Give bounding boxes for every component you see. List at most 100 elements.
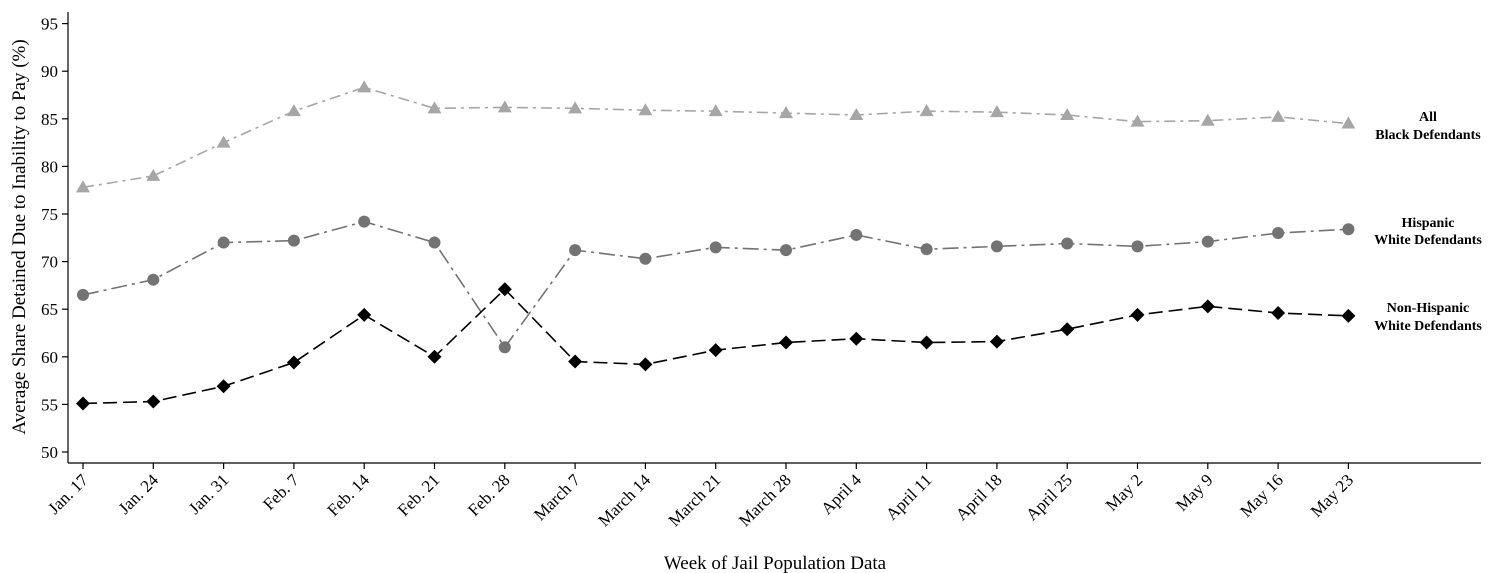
x-tick-label: May 23: [1307, 470, 1358, 521]
y-tick-label: 65: [41, 300, 58, 319]
data-point-triangle: [1200, 113, 1215, 126]
data-point-circle: [147, 273, 160, 286]
data-point-triangle: [1271, 109, 1286, 122]
x-tick-label: May 2: [1102, 470, 1146, 514]
x-tick-label: March 14: [594, 470, 654, 530]
data-point-circle: [780, 244, 792, 257]
data-point-diamond: [779, 335, 793, 350]
series-line: [82, 220, 1349, 349]
data-point-circle: [498, 341, 511, 354]
series-layer: [76, 80, 1356, 411]
y-tick-label: 80: [41, 157, 58, 176]
data-point-triangle: [708, 104, 723, 117]
data-point-triangle: [1130, 114, 1145, 127]
data-point-circle: [1131, 240, 1144, 253]
data-point-diamond: [1200, 299, 1215, 314]
data-point-triangle: [849, 107, 864, 120]
data-point-circle: [850, 228, 863, 241]
data-point-triangle: [146, 168, 161, 181]
series-label: White Defendants: [1374, 233, 1482, 248]
series-label: All: [1419, 110, 1437, 125]
data-point-diamond: [357, 307, 372, 322]
data-point-triangle: [919, 104, 934, 117]
x-tick-label: Feb. 21: [394, 470, 443, 519]
data-point-diamond: [919, 335, 934, 350]
y-tick-label: 55: [41, 395, 58, 414]
data-point-circle: [709, 241, 722, 254]
data-point-diamond: [568, 354, 583, 369]
y-tick-label: 70: [41, 253, 58, 272]
data-point-triangle: [497, 100, 512, 113]
data-point-diamond: [1341, 308, 1356, 323]
data-point-circle: [1061, 237, 1074, 250]
x-tick-label: March 21: [665, 470, 725, 530]
x-tick-label: April 18: [952, 470, 1006, 524]
x-tick-label: March 28: [735, 470, 795, 530]
x-tick-label: April 25: [1022, 470, 1076, 524]
x-tick-label: March 7: [530, 470, 584, 524]
data-point-circle: [77, 288, 89, 301]
x-tick-label: Feb. 14: [324, 470, 374, 520]
x-tick-label: Jan. 24: [115, 470, 163, 518]
x-axis-title: Week of Jail Population Data: [664, 553, 887, 573]
data-point-diamond: [286, 355, 301, 370]
data-point-diamond: [427, 349, 442, 364]
data-point-triangle: [989, 105, 1004, 118]
series-label: Hispanic: [1402, 216, 1455, 231]
y-tick-label: 90: [41, 62, 58, 81]
data-point-triangle: [638, 103, 653, 116]
data-point-triangle: [1341, 116, 1356, 129]
data-point-diamond: [76, 396, 90, 411]
data-point-circle: [1272, 227, 1285, 240]
x-tick-label: May 9: [1172, 470, 1216, 514]
data-point-diamond: [638, 357, 653, 372]
data-point-triangle: [568, 101, 583, 114]
x-tick-label: May 16: [1236, 470, 1287, 521]
data-point-triangle: [1060, 107, 1075, 120]
x-axis-ticks: Jan. 17 Jan. 24 Jan. 31 Feb. 7 Feb. 14 Feb. 2…: [44, 463, 1357, 530]
data-point-triangle: [779, 106, 793, 119]
series-group: [77, 215, 1355, 354]
x-tick-label: Jan. 17: [44, 470, 92, 518]
data-point-circle: [287, 234, 300, 247]
y-tick-label: 95: [41, 15, 58, 34]
data-point-diamond: [1060, 322, 1075, 337]
data-point-diamond: [849, 331, 864, 346]
data-point-circle: [358, 215, 371, 228]
series-label: Black Defendants: [1375, 128, 1481, 143]
x-tick-label: Feb. 7: [259, 470, 303, 514]
data-point-triangle: [286, 104, 301, 117]
x-tick-label: April 4: [817, 470, 865, 518]
data-point-circle: [920, 243, 933, 256]
axes: [67, 12, 1481, 464]
data-point-triangle: [76, 180, 90, 193]
y-tick-label: 75: [41, 205, 58, 224]
data-point-circle: [217, 236, 230, 249]
data-point-circle: [1201, 235, 1214, 248]
data-point-triangle: [357, 80, 372, 93]
series-group: [76, 80, 1356, 193]
y-tick-label: 85: [41, 110, 58, 129]
data-point-circle: [639, 252, 652, 265]
data-point-diamond: [708, 343, 723, 358]
series-group: [76, 282, 1356, 411]
series-label: White Defendants: [1374, 319, 1482, 334]
x-tick-label: Jan. 31: [185, 470, 232, 517]
data-point-diamond: [1271, 306, 1286, 321]
series-labels: All Black Defendants Hispanic White Defenda…: [1374, 110, 1482, 334]
data-point-diamond: [989, 334, 1004, 349]
series-line: [82, 86, 1349, 189]
data-point-circle: [1342, 223, 1355, 236]
data-point-diamond: [216, 379, 231, 394]
y-tick-label: 50: [41, 443, 58, 462]
data-point-diamond: [146, 394, 161, 409]
x-tick-label: Feb. 28: [464, 470, 513, 519]
data-point-triangle: [216, 135, 231, 148]
data-point-circle: [990, 240, 1003, 253]
data-point-diamond: [497, 282, 512, 297]
data-point-triangle: [427, 101, 442, 114]
y-axis-ticks: 50 55 60 65 70 75 80 85 90 95: [41, 15, 68, 462]
data-point-circle: [428, 236, 441, 249]
y-tick-label: 60: [41, 348, 58, 367]
